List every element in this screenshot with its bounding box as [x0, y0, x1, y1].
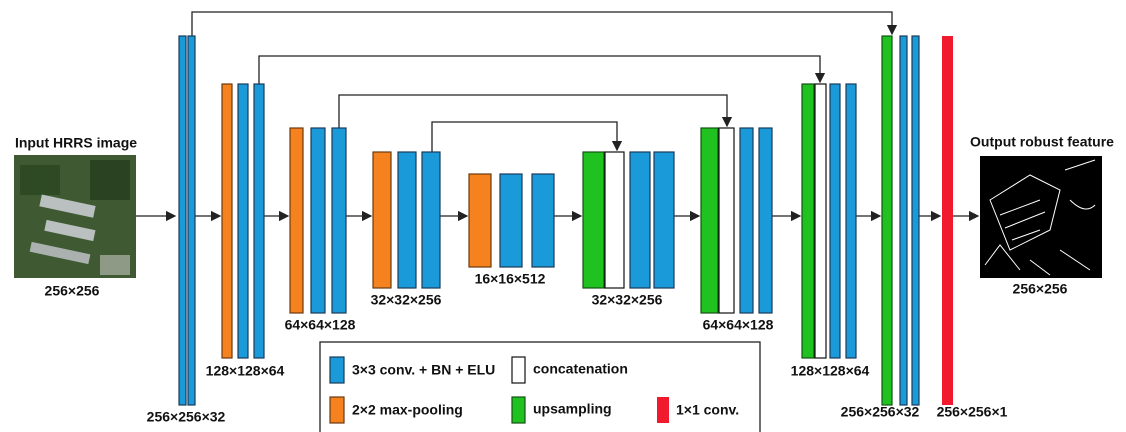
legend	[320, 342, 760, 432]
block-label: 128×128×64	[206, 363, 285, 379]
block-label: 32×32×256	[371, 292, 442, 308]
block	[179, 36, 195, 405]
block	[373, 152, 440, 288]
output-size: 256×256	[1013, 281, 1068, 297]
block-label: 256×256×32	[147, 409, 226, 425]
skip-connection	[259, 56, 820, 84]
block	[701, 128, 772, 313]
output-image	[980, 156, 1102, 278]
block-label: 256×256×32	[841, 404, 920, 420]
legend-label: upsampling	[533, 401, 612, 417]
block	[290, 128, 346, 313]
block	[222, 84, 264, 358]
block	[583, 152, 674, 288]
block-label: 16×16×512	[475, 271, 546, 287]
block	[882, 36, 919, 405]
legend-label: 1×1 conv.	[676, 402, 739, 418]
legend-label: 2×2 max-pooling	[352, 402, 463, 418]
output-title: Output robust feature	[970, 134, 1114, 150]
input-title: Input HRRS image	[15, 135, 137, 151]
block	[469, 174, 554, 267]
legend-label: concatenation	[533, 361, 628, 377]
input-image	[14, 155, 136, 278]
legend-label: 3×3 conv. + BN + ELU	[352, 362, 495, 378]
skip-connection	[339, 95, 727, 128]
block-label: 64×64×128	[285, 317, 356, 333]
input-size: 256×256	[45, 283, 100, 299]
block-label: 64×64×128	[703, 317, 774, 333]
unet-diagram: Input HRRS image 256×256	[0, 0, 1126, 432]
block	[802, 84, 856, 358]
skip-connection	[192, 12, 892, 36]
block-label: 32×32×256	[592, 292, 663, 308]
block-label: 128×128×64	[791, 363, 870, 379]
block-label: 256×256×1	[937, 404, 1008, 420]
skip-connection	[432, 122, 617, 152]
block-conv1x1	[942, 36, 953, 405]
